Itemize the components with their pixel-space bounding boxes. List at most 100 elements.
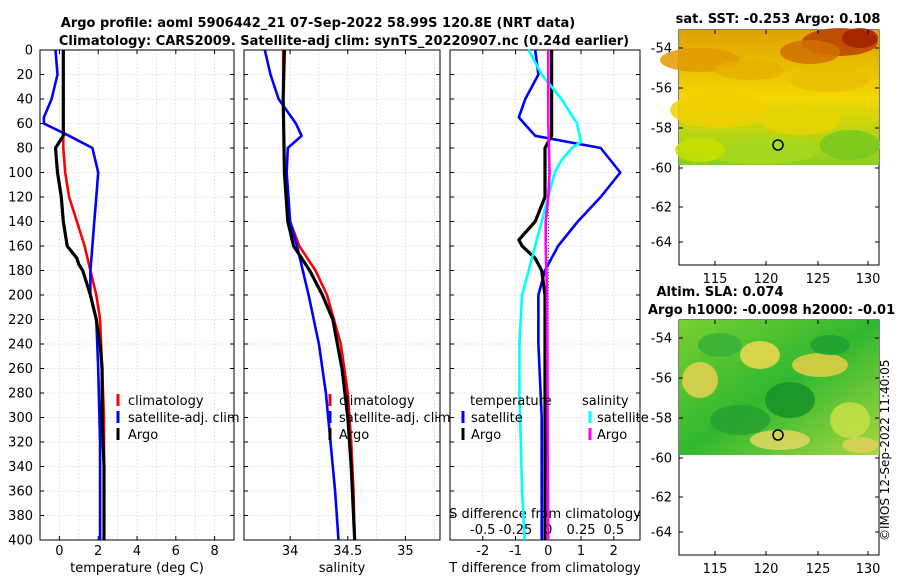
map-x-tick-label: 125 (806, 562, 831, 577)
sla-patch (682, 362, 718, 398)
y-tick-label: 60 (16, 117, 33, 132)
x-tick-label: 34.5 (333, 544, 362, 559)
legend-satellite: satellite-adj. clim (128, 411, 240, 426)
sla-patch (792, 353, 848, 377)
sst-patch (675, 138, 725, 162)
y-tick-label: 240 (8, 338, 33, 353)
watermark: ©IMOS 12-Sep-2022 11:40:05 (878, 359, 892, 541)
y-tick-label: 20 (16, 68, 33, 83)
y-tick-label: 400 (8, 534, 33, 549)
sla-patch (830, 402, 870, 438)
x-axis-label: T difference from climatology (448, 561, 641, 576)
x-tick-label: 1 (577, 544, 585, 559)
legend-argo: Argo (339, 428, 369, 443)
sla-patch (765, 382, 815, 418)
series-satellite-adj-clim (42, 49, 102, 540)
sla-patch (710, 405, 770, 435)
sst-patch (670, 92, 770, 128)
sst-map: -54 -56 -58 -60 -62 -64 115 120 125 130 (651, 28, 881, 287)
x-tick-label: -1 (509, 544, 522, 559)
map-y-tick-label: -64 (651, 236, 672, 251)
map-x-tick-label: 115 (703, 272, 728, 287)
temperature-panel: 0204060801001201401601802002202402602803… (8, 44, 235, 576)
sst-axes: -54 -56 -58 -60 -62 -64 115 120 125 130 (651, 30, 881, 287)
series-t-satellite (517, 49, 622, 540)
argo-position-marker (772, 139, 784, 151)
x-tick-label: 4 (133, 544, 141, 559)
legend-t-argo: Argo (471, 428, 501, 443)
map-y-tick-label: -64 (651, 526, 672, 541)
sst-patch (715, 60, 785, 80)
legend-t-satellite: satellite (471, 411, 523, 426)
map-y-tick-label: -56 (651, 372, 672, 387)
sst-patch (790, 68, 870, 92)
x-tick-label: 0 (55, 544, 63, 559)
x-tick-label: 34 (282, 544, 299, 559)
difference-legend: temperature satellite Argo salinity sate… (461, 394, 649, 443)
y-tick-label: 320 (8, 436, 33, 451)
sla-map-title-line2: Argo h1000: -0.0098 h2000: -0.01 (648, 303, 895, 318)
x-tick-label: 2 (610, 544, 618, 559)
x-axis-label: salinity (319, 561, 366, 576)
sla-patch (810, 335, 850, 355)
s-tick-label: 0.25 (567, 523, 596, 538)
x-tick-label: 6 (172, 544, 180, 559)
x-axis-label: temperature (deg C) (70, 561, 204, 576)
map-x-tick-label: 120 (754, 562, 779, 577)
sla-patch (740, 341, 780, 369)
sla-axes: -54 -56 -58 -60 -62 -64 115 120 125 130 (651, 320, 881, 577)
sst-patch (760, 105, 840, 135)
legend-argo: Argo (128, 428, 158, 443)
series-t-argo (517, 50, 554, 540)
map-y-tick-label: -60 (651, 162, 672, 177)
temperature-legend: climatology satellite-adj. clim Argo (116, 394, 240, 443)
map-y-tick-label: -60 (651, 452, 672, 467)
legend-climatology: climatology (339, 394, 415, 409)
y-tick-label: 380 (8, 509, 33, 524)
y-tick-label: 300 (8, 411, 33, 426)
y-tick-label: 40 (16, 93, 33, 108)
series-argo (281, 49, 357, 541)
legend-salinity-title: salinity (582, 394, 629, 409)
y-tick-label: 80 (16, 142, 33, 157)
sla-map: -54 -56 -58 -60 -62 -64 115 120 125 130 (651, 319, 881, 577)
sst-patch (820, 130, 880, 160)
map-x-tick-label: 130 (856, 562, 881, 577)
y-tick-label: 160 (8, 240, 33, 255)
argo-position-marker (772, 429, 784, 441)
y-tick-label: 340 (8, 460, 33, 475)
y-tick-label: 120 (8, 191, 33, 206)
series-s-argo (544, 50, 551, 541)
x-tick-label: 2 (94, 544, 102, 559)
title-line1: Argo profile: aoml 5906442_21 07-Sep-202… (61, 16, 575, 31)
legend-satellite: satellite-adj. clim (339, 411, 451, 426)
y-tick-label: 140 (8, 215, 33, 230)
map-x-tick-label: 130 (856, 272, 881, 287)
map-y-tick-label: -54 (651, 332, 672, 347)
x-tick-label: 35 (397, 544, 414, 559)
sst-map-title: sat. SST: -0.253 Argo: 0.108 (676, 12, 881, 27)
map-y-tick-label: -56 (651, 82, 672, 97)
sst-patch (700, 136, 820, 164)
map-y-tick-label: -58 (651, 412, 672, 427)
sla-patch (842, 437, 878, 453)
x-tick-label: 0 (544, 544, 552, 559)
sla-map-title-line1: Altim. SLA: 0.074 (657, 285, 784, 300)
map-y-tick-label: -62 (651, 201, 672, 216)
sla-patch (698, 333, 742, 357)
map-x-tick-label: 125 (806, 272, 831, 287)
salinity-panel: 34 34.5 35 salinity (243, 49, 441, 576)
map-y-tick-label: -54 (651, 42, 672, 57)
y-tick-label: 280 (8, 387, 33, 402)
map-x-tick-label: 120 (754, 272, 779, 287)
sst-patch (780, 40, 840, 64)
y-tick-label: 200 (8, 289, 33, 304)
legend-temperature-title: temperature (470, 394, 552, 409)
series-argo (53, 50, 106, 540)
map-y-tick-label: -62 (651, 491, 672, 506)
y-tick-label: 360 (8, 485, 33, 500)
y-tick-label: 0 (25, 44, 33, 59)
s-tick-label: -0.25 (499, 523, 533, 538)
